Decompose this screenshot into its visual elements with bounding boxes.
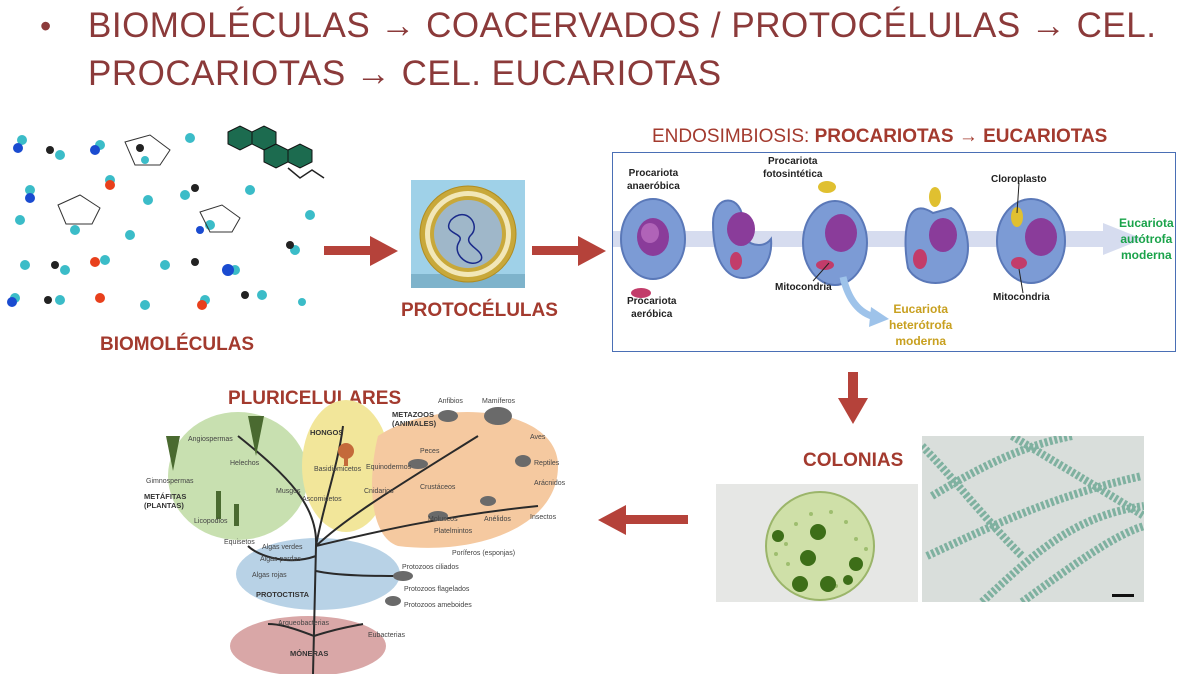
tree-label-cnidarios: Cnidarios bbox=[364, 488, 394, 495]
arrow-protocells-to-endosymbiosis bbox=[532, 236, 606, 266]
molecule-cluster bbox=[7, 125, 325, 310]
tree-label-algas-rojas: Algas rojas bbox=[252, 572, 287, 579]
tree-label-platelmintos: Platelmintos bbox=[434, 528, 473, 535]
title-bullet: • bbox=[40, 8, 52, 44]
arrow-colonies-to-multicellular bbox=[598, 505, 688, 535]
volvox-colony-image bbox=[716, 484, 918, 602]
tree-label-anelidos: Anélidos bbox=[484, 516, 511, 523]
tree-label-peces: Peces bbox=[420, 448, 440, 455]
tree-label-arqueobacterias: Arqueobacterias bbox=[278, 620, 329, 627]
cell-with-mitochondria bbox=[802, 181, 868, 286]
label-photosynthetic: Procariota fotosintética bbox=[763, 156, 823, 180]
tree-label-protozoos-ciliados: Protozoos ciliados bbox=[402, 564, 459, 571]
cell-engulfing bbox=[711, 199, 773, 280]
tree-label-protozoos-flagelados: Protozoos flagelados bbox=[404, 586, 470, 593]
title-line-2: PROCARIOTAS → CEL. EUCARIOTAS bbox=[88, 54, 722, 93]
cell-engulfing-chloroplast bbox=[904, 187, 969, 284]
endosymbiosis-title-prefix: ENDOSIMBIOSIS: bbox=[652, 126, 815, 147]
tree-label-ascomicetos: Ascomicetos bbox=[302, 496, 342, 503]
tree-group-hongos: HONGOS bbox=[310, 428, 344, 437]
label-mitocondria-1: Mitocondria bbox=[775, 282, 832, 293]
arrow-endosymbiosis-to-colonies bbox=[838, 372, 868, 424]
arrow-biomolecules-to-protocells bbox=[324, 236, 398, 266]
tree-label-licopodios: Licopodios bbox=[194, 518, 228, 525]
title-line-1: BIOMOLÉCULAS → COACERVADOS / PROTOCÉLULA… bbox=[88, 6, 1157, 45]
biomolecules-illustration bbox=[7, 125, 325, 310]
endosymbiosis-panel: Procariota anaeróbica Procariota aeróbica … bbox=[612, 152, 1176, 352]
tree-label-aves: Aves bbox=[530, 434, 546, 441]
tree-label-mamiferos: Mamíferos bbox=[482, 398, 516, 405]
tree-label-helechos: Helechos bbox=[230, 460, 260, 467]
tree-group-moneras: MÓNERAS bbox=[290, 649, 329, 658]
tree-group-protoctista: PROTOCTISTA bbox=[256, 590, 310, 599]
tree-label-algas-pardas: Algas pardas bbox=[260, 556, 301, 563]
tree-label-algas-verdes: Algas verdes bbox=[262, 544, 303, 551]
tree-label-gimnospermas: Gimnospermas bbox=[146, 478, 194, 485]
tree-group-metazoos: METAZOOS (ANIMALES) bbox=[392, 410, 437, 428]
tree-label-reptiles: Reptiles bbox=[534, 460, 560, 467]
protocell-illustration bbox=[411, 180, 525, 288]
cell-autotrophic bbox=[996, 198, 1066, 284]
endosymbiosis-title-bold: PROCARIOTAS → EUCARIOTAS bbox=[814, 126, 1108, 147]
tree-label-insectos: Insectos bbox=[530, 514, 557, 521]
tree-of-life-illustration bbox=[166, 400, 558, 674]
label-eucariota-autotrofa: Eucariota autótrofa moderna bbox=[1119, 216, 1174, 262]
label-mitocondria-2: Mitocondria bbox=[993, 292, 1050, 303]
label-eucariota-heterotrofa: Eucariota heterótrofa moderna bbox=[889, 302, 953, 348]
tree-label-crustaceos: Crustáceos bbox=[420, 484, 456, 491]
tree-label-anfibios: Anfibios bbox=[438, 398, 463, 405]
tree-of-life: HONGOS METAZOOS (ANIMALES) METÁFITAS (PLAN… bbox=[138, 396, 580, 674]
endosymbiosis-title: ENDOSIMBIOSIS: PROCARIOTAS → EUCARIOTAS bbox=[652, 126, 1107, 148]
tree-label-angiospermas: Angiospermas bbox=[188, 436, 233, 443]
endosymbiosis-illustration bbox=[613, 181, 1143, 327]
label-biomoleculas: BIOMOLÉCULAS bbox=[100, 334, 255, 355]
label-aerobic: Procariota aeróbica bbox=[627, 296, 677, 320]
label-anaerobic: Procariota anaeróbica bbox=[627, 168, 680, 192]
tree-label-basidiomicetos: Basidiomicetos bbox=[314, 466, 362, 473]
label-protocelulas: PROTOCÉLULAS bbox=[401, 300, 558, 321]
label-colonias: COLONIAS bbox=[803, 450, 904, 471]
tree-label-moluscos: Moluscos bbox=[428, 516, 458, 523]
tree-label-equisetos: Equisetos bbox=[224, 539, 255, 546]
tree-label-aracnidos: Arácnidos bbox=[534, 480, 566, 487]
cell-anaerobic bbox=[620, 198, 686, 280]
tree-label-protozoos-ameboides: Protozoos ameboides bbox=[404, 602, 472, 609]
filamentous-colony-image bbox=[922, 436, 1144, 602]
tree-label-musgos: Musgos bbox=[276, 488, 301, 495]
tree-group-metafitas: METÁFITAS (PLANTAS) bbox=[144, 492, 187, 510]
label-cloroplasto: Cloroplasto bbox=[991, 174, 1047, 185]
tree-label-eubacterias: Eubacterias bbox=[368, 632, 405, 639]
tree-label-poriferos: Poríferos (esponjas) bbox=[452, 550, 516, 557]
tree-label-equinodermos: Equinodermos bbox=[366, 464, 412, 471]
